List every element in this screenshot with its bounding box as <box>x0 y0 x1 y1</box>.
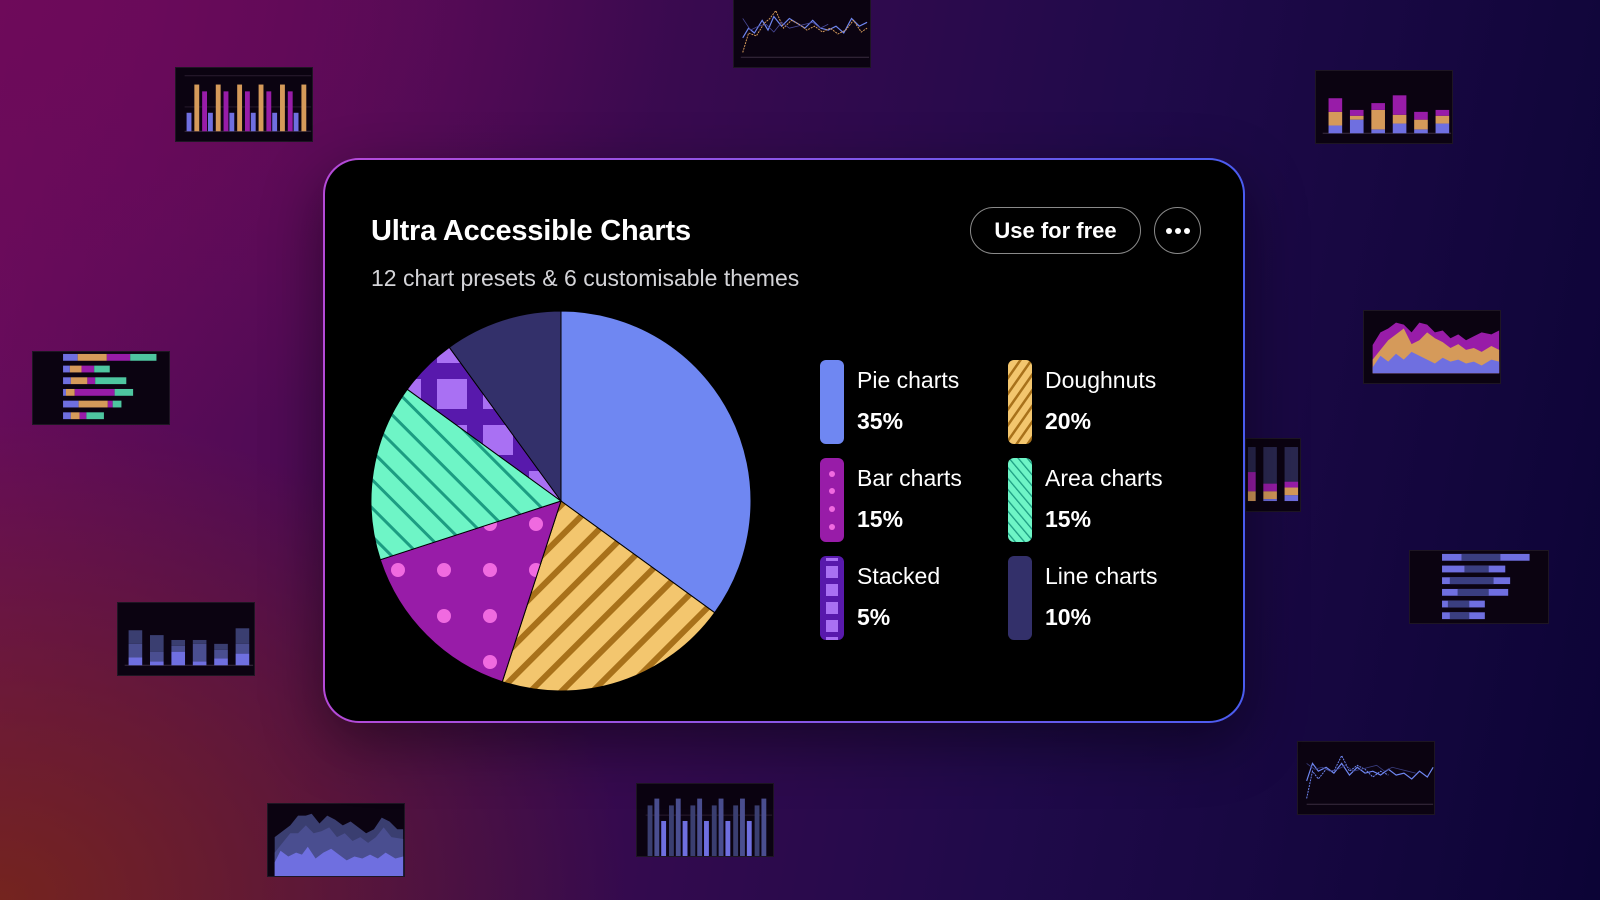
legend-label: Stacked <box>857 563 941 589</box>
line-chart-icon <box>1306 754 1434 805</box>
horizontal-bar-chart-icon <box>63 353 157 420</box>
horizontal-bar-chart-icon <box>1442 553 1530 620</box>
legend-label: Line charts <box>1045 563 1158 589</box>
legend-item-bar-charts: Bar charts 15% <box>820 458 1000 542</box>
legend-value: 20% <box>1045 408 1092 434</box>
thumbnail-area-chart-bottom <box>267 803 405 877</box>
card-title: Ultra Accessible Charts <box>371 215 691 247</box>
thumbnail-grouped-bar-chart <box>175 67 313 142</box>
striped-swatch-icon <box>1008 360 1032 444</box>
thumbnail-stacked-bar-chart-topright <box>1315 70 1453 144</box>
legend-label: Doughnuts <box>1045 367 1157 393</box>
more-horizontal-icon-dot <box>1183 227 1190 234</box>
more-horizontal-icon <box>1165 227 1172 234</box>
pie-slice-pie-charts <box>560 310 752 614</box>
striped-swatch-icon <box>1008 458 1032 542</box>
legend-label: Bar charts <box>857 465 962 491</box>
pie-chart <box>370 310 752 692</box>
stacked-bar-chart-icon <box>1247 447 1299 502</box>
thumbnail-horizontal-bar-chart-left <box>32 351 170 425</box>
legend-value: 15% <box>1045 506 1092 532</box>
pie-slice-doughnuts <box>501 500 716 692</box>
pie-slice-line-charts <box>448 310 562 503</box>
legend-value: 10% <box>1045 604 1092 630</box>
legend-value: 5% <box>857 604 891 630</box>
thumbnail-stacked-bar-chart-left <box>117 602 255 676</box>
legend-item-pie-charts: Pie charts 35% <box>820 360 1000 444</box>
legend-item-stacked: Stacked 5% <box>820 556 1000 640</box>
legend-value: 35% <box>857 408 904 434</box>
line-chart-icon <box>740 9 870 58</box>
thumbnail-line-chart-top <box>733 0 871 68</box>
thumbnail-area-chart-right <box>1363 310 1501 384</box>
stacked-bar-chart-icon <box>124 628 254 666</box>
pie-slice-bar-charts <box>379 500 562 683</box>
thumbnail-line-chart-bottomright <box>1297 741 1435 815</box>
grouped-bar-chart-icon <box>184 75 312 132</box>
thumbnail-grouped-bar-chart-bottom <box>636 783 774 857</box>
more-horizontal-icon-dot <box>1174 227 1181 234</box>
legend-label: Pie charts <box>857 367 960 393</box>
grouped-bar-chart-icon <box>645 798 773 856</box>
legend-label: Area charts <box>1045 465 1163 491</box>
dotted-swatch-icon <box>820 458 844 542</box>
solid-swatch-icon <box>1008 556 1032 640</box>
thumbnail-horizontal-bar-chart-right <box>1409 550 1549 624</box>
legend-value: 15% <box>857 506 904 532</box>
legend-item-doughnuts: Doughnuts 20% <box>1008 360 1188 444</box>
use-for-free-button[interactable]: Use for free <box>970 207 1141 254</box>
stacked-bar-chart-icon <box>1322 95 1452 134</box>
checkered-swatch-icon <box>820 556 844 640</box>
area-chart-icon <box>1372 322 1500 374</box>
thumbnail-stacked-bar-chart-partial <box>1245 438 1301 512</box>
legend-item-area-charts: Area charts 15% <box>1008 458 1188 542</box>
card-body: Ultra Accessible Charts 12 chart presets… <box>325 160 1243 721</box>
card-subtitle: 12 chart presets & 6 customisable themes <box>371 265 800 291</box>
legend-item-line-charts: Line charts 10% <box>1008 556 1188 640</box>
pie-slice-area-charts <box>370 388 563 561</box>
more-options-button[interactable] <box>1154 207 1201 254</box>
chart-template-card: Ultra Accessible Charts 12 chart presets… <box>323 158 1245 723</box>
solid-swatch-icon <box>820 360 844 444</box>
area-chart-icon <box>274 813 404 876</box>
